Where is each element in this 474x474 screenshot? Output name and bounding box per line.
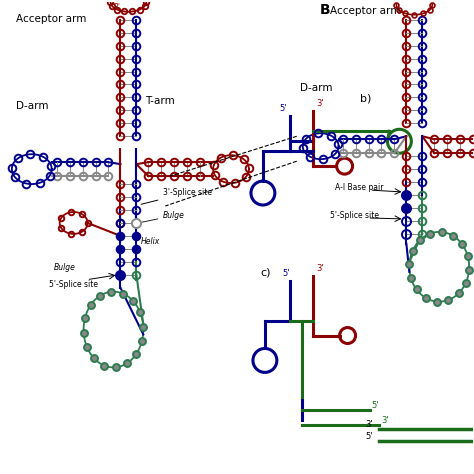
Text: c): c)	[260, 268, 270, 278]
Text: Acceptor arm: Acceptor arm	[329, 6, 400, 16]
Text: Acceptor arm: Acceptor arm	[16, 14, 86, 24]
Text: Bulge: Bulge	[141, 211, 185, 222]
Text: 3': 3'	[382, 416, 389, 425]
Text: 3': 3'	[365, 420, 373, 429]
Text: D-arm: D-arm	[16, 101, 48, 111]
Text: 3': 3'	[316, 100, 323, 109]
Text: 3': 3'	[317, 264, 324, 273]
Text: B: B	[319, 3, 330, 17]
Text: 5'-Splice site: 5'-Splice site	[329, 211, 379, 220]
Text: 5': 5'	[283, 269, 291, 278]
Text: b): b)	[360, 93, 371, 103]
Text: 5': 5'	[279, 104, 287, 113]
Text: 5': 5'	[372, 401, 379, 410]
Text: T-arm: T-arm	[146, 96, 175, 106]
Text: 5'-Splice site: 5'-Splice site	[49, 280, 98, 289]
Text: 3'-Splice site: 3'-Splice site	[141, 188, 212, 204]
Text: A-I Base pair: A-I Base pair	[335, 183, 383, 192]
Text: 5': 5'	[365, 432, 373, 441]
Text: 3': 3'	[113, 3, 120, 12]
Text: Bulge: Bulge	[54, 263, 75, 272]
Text: Helix: Helix	[140, 237, 160, 246]
Text: D-arm: D-arm	[300, 83, 332, 93]
